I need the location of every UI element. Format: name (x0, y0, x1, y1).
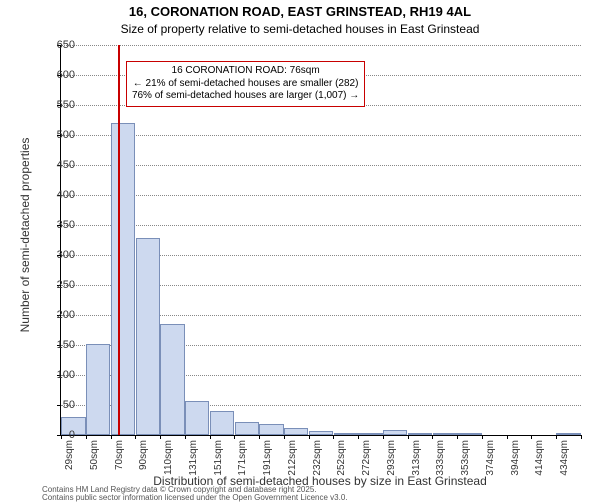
xtick-label: 131sqm (188, 440, 199, 480)
property-annotation-box: 16 CORONATION ROAD: 76sqm← 21% of semi-d… (126, 61, 365, 107)
histogram-bar (383, 430, 407, 435)
histogram-bar (457, 433, 481, 435)
xtick-label: 414sqm (534, 440, 545, 480)
xtick-label: 353sqm (460, 440, 471, 480)
xtick-label: 90sqm (138, 440, 149, 480)
xtick-label: 171sqm (237, 440, 248, 480)
histogram-bar (259, 424, 283, 435)
histogram-bar (185, 401, 209, 435)
histogram-bar (111, 123, 135, 435)
ytick-label: 100 (45, 369, 75, 381)
ytick-label: 150 (45, 339, 75, 351)
ytick-label: 650 (45, 39, 75, 51)
ytick-label: 300 (45, 249, 75, 261)
annotation-line: 16 CORONATION ROAD: 76sqm (132, 65, 359, 78)
gridline (61, 195, 581, 196)
histogram-bar (556, 433, 580, 435)
ytick-label: 600 (45, 69, 75, 81)
gridline (61, 165, 581, 166)
xtick-label: 50sqm (89, 440, 100, 480)
xtick-label: 191sqm (262, 440, 273, 480)
histogram-bar (160, 324, 184, 435)
ytick-label: 500 (45, 129, 75, 141)
property-marker-line (118, 45, 120, 435)
xtick-label: 70sqm (114, 440, 125, 480)
histogram-bar (86, 344, 110, 435)
xtick-label: 151sqm (213, 440, 224, 480)
histogram-bar (408, 433, 432, 435)
ytick-label: 400 (45, 189, 75, 201)
histogram-bar (210, 411, 234, 435)
histogram-bar (309, 431, 333, 435)
gridline (61, 135, 581, 136)
xtick-label: 394sqm (510, 440, 521, 480)
xtick-label: 272sqm (361, 440, 372, 480)
xtick-label: 29sqm (64, 440, 75, 480)
xtick-label: 232sqm (312, 440, 323, 480)
xtick-label: 333sqm (435, 440, 446, 480)
xtick-label: 212sqm (287, 440, 298, 480)
ytick-label: 550 (45, 99, 75, 111)
histogram-bar (358, 433, 382, 435)
xtick-label: 434sqm (559, 440, 570, 480)
chart-title-line2: Size of property relative to semi-detach… (0, 22, 600, 36)
ytick-label: 250 (45, 279, 75, 291)
histogram-bar (235, 422, 259, 435)
ytick-label: 350 (45, 219, 75, 231)
xtick-label: 374sqm (485, 440, 496, 480)
xtick-label: 313sqm (411, 440, 422, 480)
footer-line2: Contains public sector information licen… (42, 493, 348, 502)
ytick-label: 200 (45, 309, 75, 321)
histogram-bar (334, 433, 358, 435)
gridline (61, 45, 581, 46)
y-axis-label: Number of semi-detached properties (18, 40, 32, 430)
xtick-label: 252sqm (336, 440, 347, 480)
annotation-line: 76% of semi-detached houses are larger (… (132, 90, 359, 103)
xtick-label: 293sqm (386, 440, 397, 480)
gridline (61, 225, 581, 226)
histogram-bar (433, 433, 457, 435)
ytick-label: 450 (45, 159, 75, 171)
xtick-label: 110sqm (163, 440, 174, 480)
chart-plot-area: 16 CORONATION ROAD: 76sqm← 21% of semi-d… (60, 45, 581, 436)
annotation-line: ← 21% of semi-detached houses are smalle… (132, 78, 359, 91)
chart-title-line1: 16, CORONATION ROAD, EAST GRINSTEAD, RH1… (0, 4, 600, 19)
ytick-label: 50 (45, 399, 75, 411)
histogram-bar (284, 428, 308, 435)
histogram-bar (136, 238, 160, 435)
